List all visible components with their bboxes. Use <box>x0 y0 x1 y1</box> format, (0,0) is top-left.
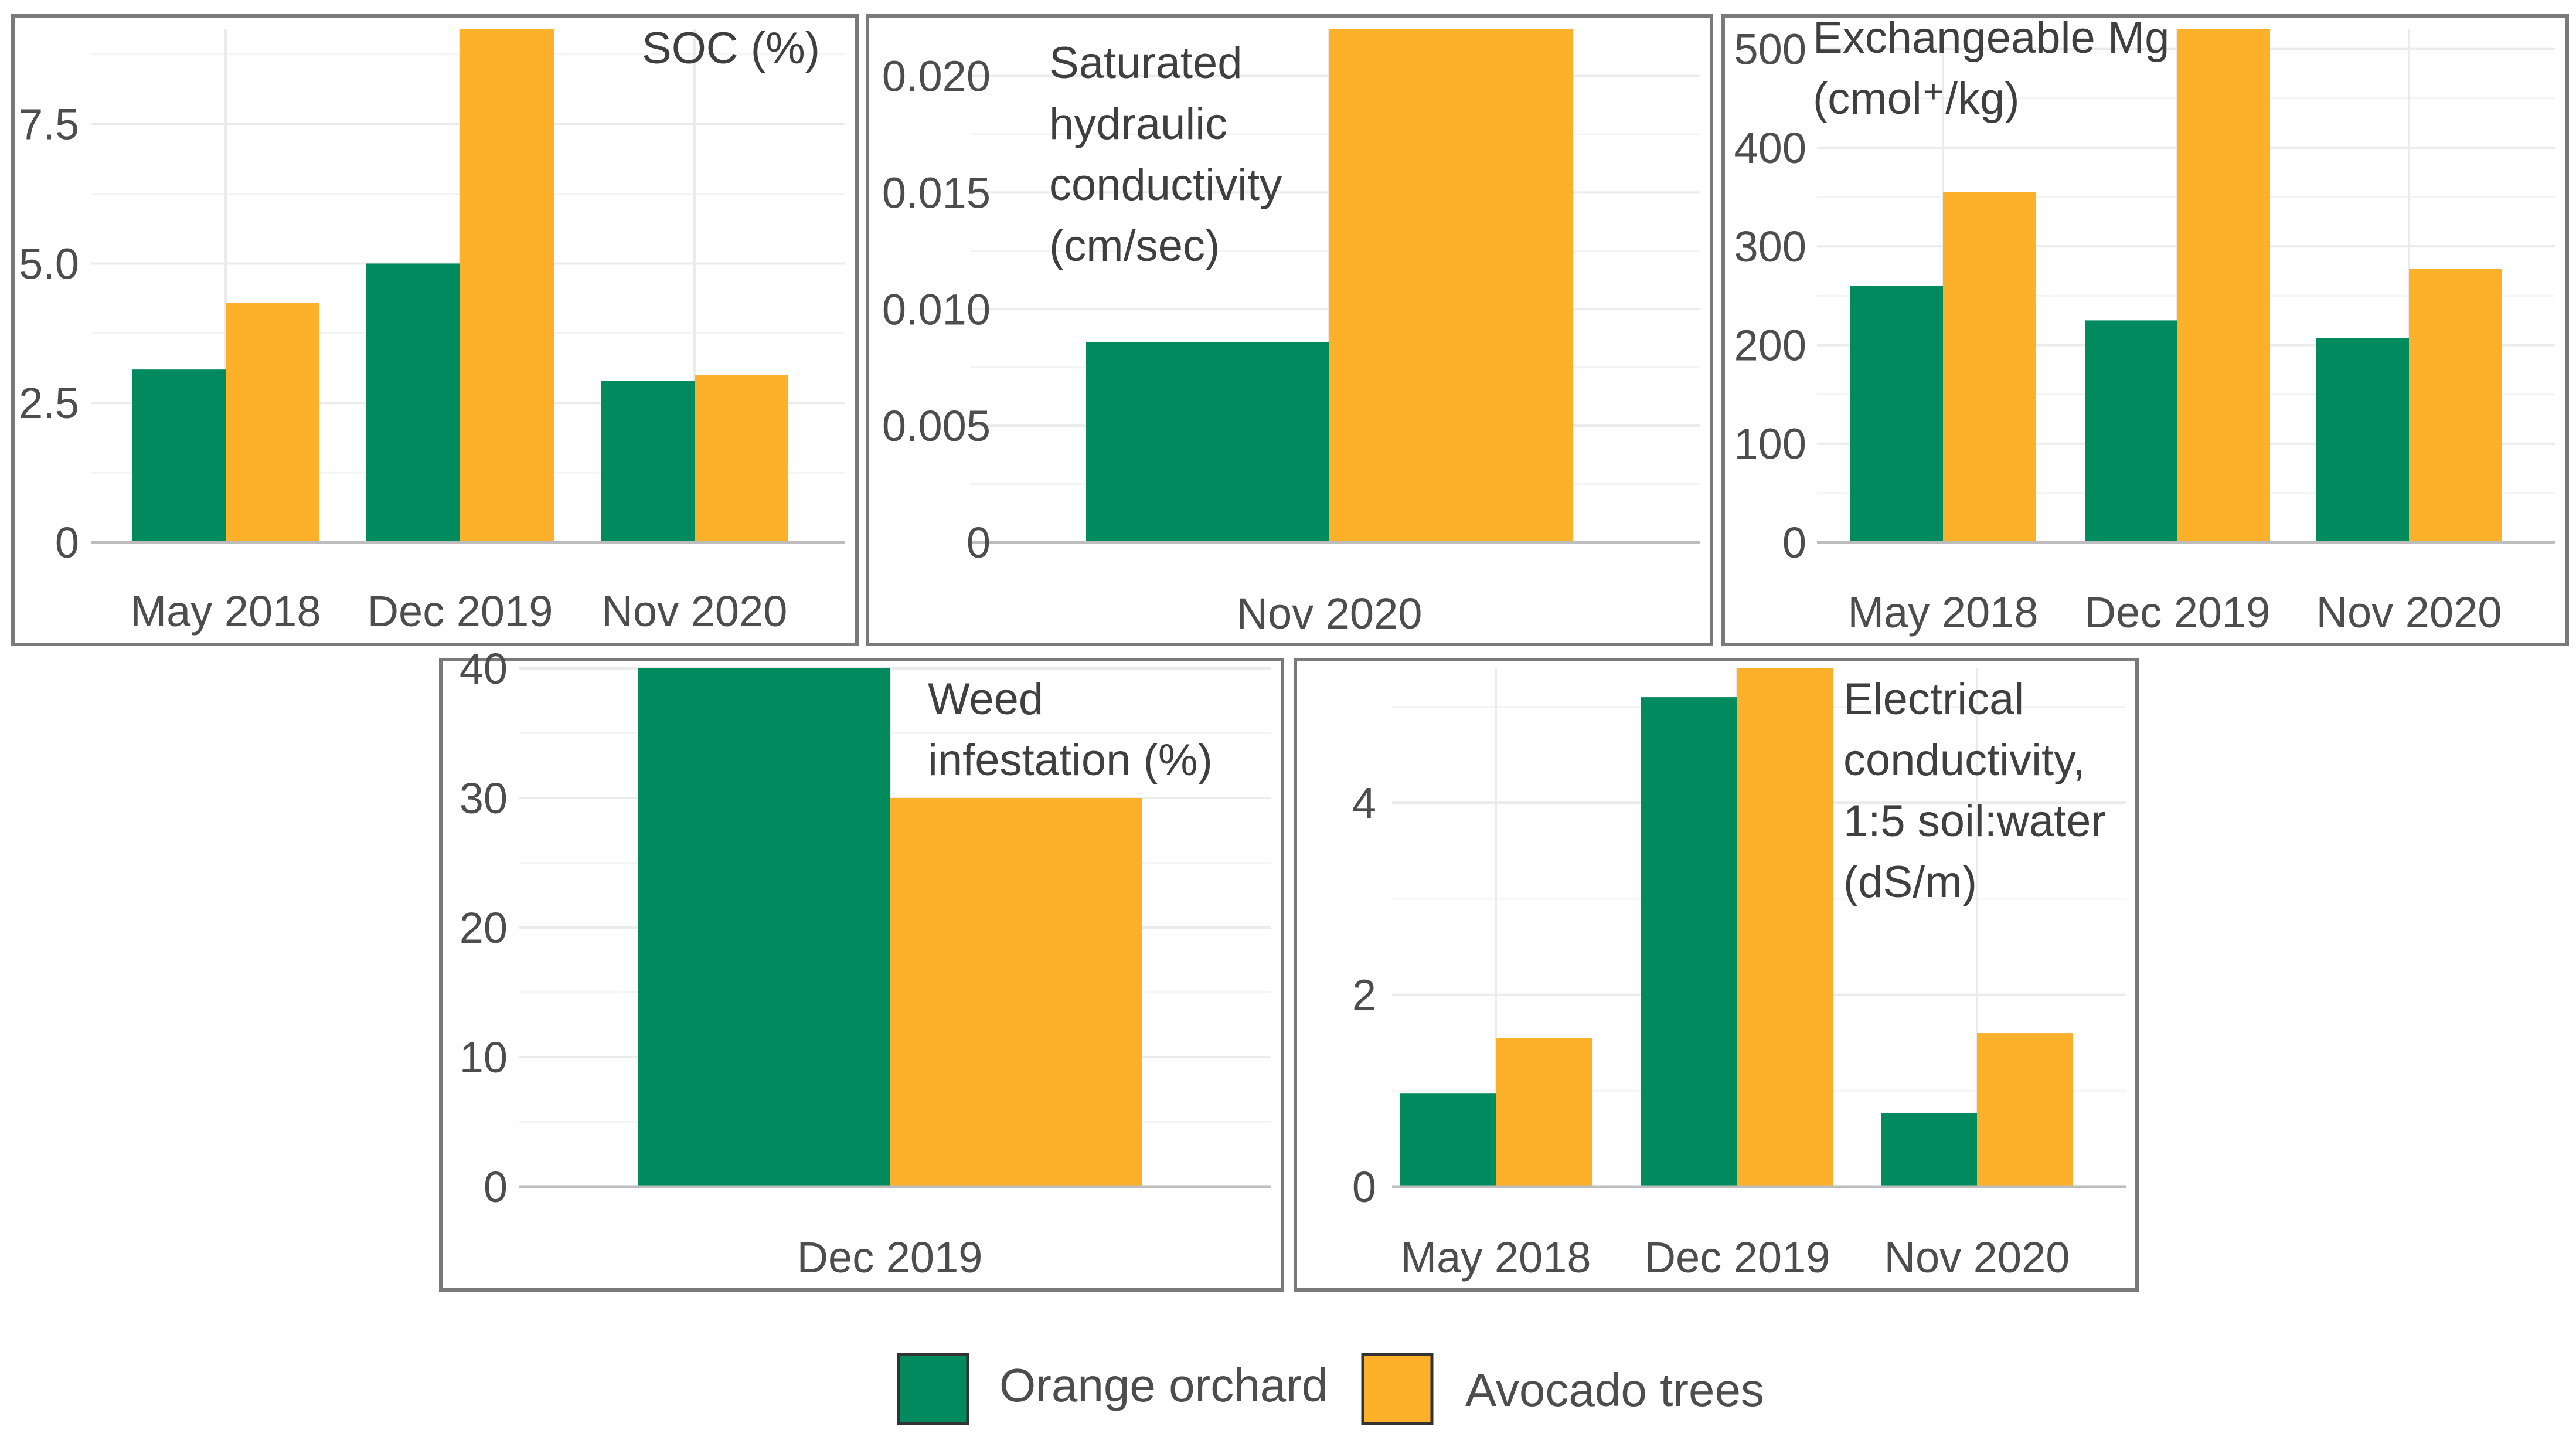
chart-panel: 0 100 200 300 400 500 May 2018 Dec 2019 Nov 2020… <box>1721 13 2569 646</box>
x-tick-label: Dec 2019 <box>367 587 553 636</box>
chart-panel: 0 2 4 May 2018 Dec 2019 Nov 2020 Electrical con… <box>1294 658 2139 1292</box>
legend-label-avocado-trees: Avocado trees <box>1465 1364 1764 1416</box>
panel-title: hydraulic <box>1049 99 1227 149</box>
panel-title: Exchangeable Mg <box>1813 13 2169 63</box>
panel-title: Saturated <box>1049 38 1243 88</box>
x-tick-label: Nov 2020 <box>602 587 788 636</box>
y-tick-label: 0.010 <box>882 285 991 334</box>
panel-title: Electrical <box>1843 674 2024 724</box>
bar <box>1496 1038 1592 1187</box>
y-tick-label: 200 <box>1734 321 1806 369</box>
y-tick-label: 0.020 <box>882 52 991 101</box>
bar <box>1400 1093 1496 1187</box>
panel-title: (cmol⁺/kg) <box>1813 74 2020 124</box>
legend-swatch-avocado-trees <box>1361 1353 1434 1425</box>
bar <box>638 668 890 1187</box>
chart-panel: 0 0.005 0.010 0.015 0.020 Nov 2020 Saturated hy… <box>866 14 1713 646</box>
legend-swatch-orange-orchard <box>897 1353 969 1425</box>
y-tick-label: 500 <box>1734 25 1806 74</box>
chart-panel: 0 10 20 30 40 Dec 2019 Weed infestation (%) <box>439 644 1284 1292</box>
panel-title: infestation (%) <box>928 735 1213 785</box>
panel-title: conductivity, <box>1843 735 2085 785</box>
x-tick-label: Dec 2019 <box>1645 1233 1830 1282</box>
bar <box>366 263 460 542</box>
y-tick-label: 20 <box>460 904 508 952</box>
bar <box>1977 1033 2073 1187</box>
bar <box>1881 1112 1977 1187</box>
y-tick-label: 0 <box>55 518 79 567</box>
bar <box>2177 29 2270 542</box>
x-tick-label: Dec 2019 <box>2085 588 2271 637</box>
bar <box>1329 29 1573 542</box>
bar <box>890 798 1142 1187</box>
x-tick-label: May 2018 <box>1401 1233 1591 1282</box>
bar <box>1086 341 1329 542</box>
y-tick-label: 300 <box>1734 222 1806 271</box>
bar <box>132 369 226 542</box>
bar <box>2316 338 2409 542</box>
bar <box>460 29 554 542</box>
bar <box>695 375 788 542</box>
chart-panel: 0 2.5 5.0 7.5 May 2018 Dec 2019 Nov 2020 SOC (%… <box>11 14 859 646</box>
y-tick-label: 100 <box>1734 420 1806 468</box>
y-tick-label: 0 <box>484 1163 508 1211</box>
y-tick-label: 4 <box>1352 779 1376 827</box>
y-tick-label: 0 <box>1782 518 1806 567</box>
bar <box>1641 697 1737 1187</box>
legend: Orange orchard Avocado trees <box>897 1353 1764 1425</box>
panel-title: (cm/sec) <box>1049 221 1220 271</box>
x-tick-label: Nov 2020 <box>1237 589 1423 638</box>
panel-title: conductivity <box>1049 160 1282 210</box>
y-tick-label: 5.0 <box>19 239 79 288</box>
chart-panels: 0 2.5 5.0 7.5 May 2018 Dec 2019 Nov 2020 SOC (%… <box>11 13 2569 1292</box>
bar <box>1737 668 1833 1187</box>
y-tick-label: 2.5 <box>19 379 79 427</box>
panel-title: (dS/m) <box>1843 857 1977 907</box>
bar <box>226 303 319 542</box>
y-tick-label: 30 <box>460 774 508 823</box>
y-tick-label: 40 <box>460 644 508 693</box>
bar <box>2409 269 2502 542</box>
x-tick-label: Nov 2020 <box>2316 588 2502 637</box>
y-tick-label: 10 <box>460 1033 508 1082</box>
panel-title: SOC (%) <box>642 23 820 73</box>
bar <box>1850 286 1943 542</box>
y-tick-label: 7.5 <box>19 100 79 149</box>
bar <box>2085 320 2177 542</box>
bar <box>601 381 695 542</box>
y-tick-label: 0.015 <box>882 168 991 217</box>
x-tick-label: May 2018 <box>1848 588 2039 637</box>
y-tick-label: 0.005 <box>882 402 991 450</box>
y-tick-label: 2 <box>1352 971 1376 1020</box>
x-tick-label: Dec 2019 <box>797 1233 983 1282</box>
x-tick-label: Nov 2020 <box>1884 1233 2070 1282</box>
panel-frame <box>866 14 1713 646</box>
y-tick-label: 0 <box>967 518 991 567</box>
panel-title: Weed <box>928 674 1043 724</box>
x-tick-label: May 2018 <box>131 587 321 636</box>
y-tick-label: 400 <box>1734 124 1806 172</box>
y-tick-label: 0 <box>1352 1163 1376 1211</box>
bar <box>1943 192 2036 542</box>
legend-label-orange-orchard: Orange orchard <box>999 1359 1328 1411</box>
panel-title: 1:5 soil:water <box>1843 796 2106 846</box>
